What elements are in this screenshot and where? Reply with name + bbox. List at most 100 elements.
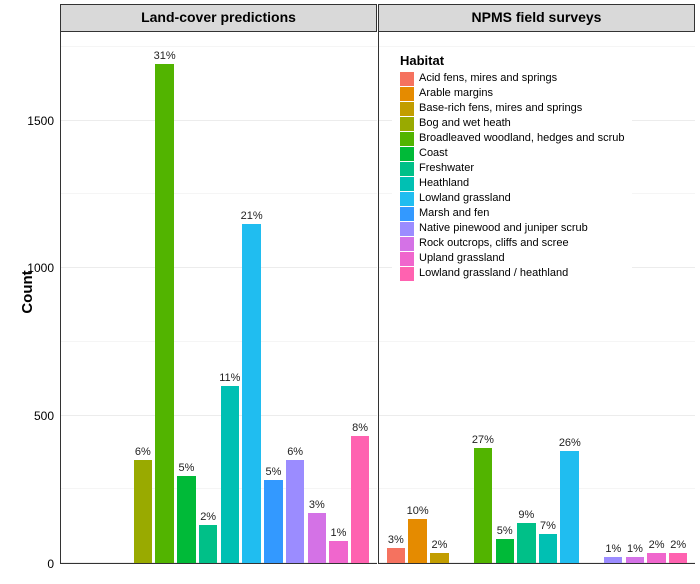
legend-label: Lowland grassland xyxy=(419,192,511,205)
legend-label: Upland grassland xyxy=(419,252,505,265)
bar xyxy=(474,448,493,563)
legend-swatch xyxy=(400,147,414,161)
bar-percent-label: 10% xyxy=(407,505,429,517)
legend-swatch xyxy=(400,87,414,101)
bar-percent-label: 6% xyxy=(287,446,303,458)
legend-item: Native pinewood and juniper scrub xyxy=(400,222,624,236)
legend-label: Native pinewood and juniper scrub xyxy=(419,222,588,235)
bar-slot xyxy=(110,32,132,563)
legend-item: Rock outcrops, cliffs and scree xyxy=(400,237,624,251)
bar-percent-label: 2% xyxy=(200,511,216,523)
legend-item: Broadleaved woodland, hedges and scrub xyxy=(400,132,624,146)
legend-item: Coast xyxy=(400,147,624,161)
bar-percent-label: 1% xyxy=(605,543,621,555)
bar xyxy=(647,553,665,563)
bar-percent-label: 1% xyxy=(627,543,643,555)
y-tick: 1500 xyxy=(27,114,54,128)
bar xyxy=(539,534,557,564)
bar-percent-label: 3% xyxy=(388,534,404,546)
bar-slot: 31% xyxy=(154,32,176,563)
bar-percent-label: 31% xyxy=(154,50,176,62)
bar xyxy=(155,64,174,563)
bar xyxy=(264,480,282,563)
bar-percent-label: 9% xyxy=(518,509,534,521)
y-tick: 0 xyxy=(47,557,54,571)
legend-swatch xyxy=(400,252,414,266)
bar-percent-label: 6% xyxy=(135,446,151,458)
bar-slot: 21% xyxy=(241,32,263,563)
bar xyxy=(242,224,261,563)
legend-label: Coast xyxy=(419,147,448,160)
legend-item: Lowland grassland xyxy=(400,192,624,206)
bar xyxy=(408,519,427,563)
bar-slot: 6% xyxy=(132,32,154,563)
legend-swatch xyxy=(400,237,414,251)
bar-percent-label: 21% xyxy=(241,210,263,222)
bar xyxy=(286,460,304,563)
bar xyxy=(387,548,405,563)
bar xyxy=(221,386,239,563)
bar xyxy=(604,557,622,563)
bar xyxy=(626,557,644,563)
legend-item: Arable margins xyxy=(400,87,624,101)
legend-swatch xyxy=(400,102,414,116)
chart-panel: Land-cover predictions6%31%5%2%11%21%5%6… xyxy=(60,4,378,564)
bar-slot: 5% xyxy=(176,32,198,563)
panel-body: 6%31%5%2%11%21%5%6%3%1%8% xyxy=(60,32,377,564)
legend-label: Bog and wet heath xyxy=(419,117,511,130)
legend-item: Freshwater xyxy=(400,162,624,176)
bar xyxy=(430,553,448,563)
bar xyxy=(134,460,152,563)
y-axis-ticks: 050010001500 xyxy=(22,32,58,564)
legend-swatch xyxy=(400,207,414,221)
legend-label: Marsh and fen xyxy=(419,207,489,220)
y-tick: 1000 xyxy=(27,261,54,275)
bar-slot: 2% xyxy=(667,32,689,563)
bar xyxy=(199,525,217,563)
bar-slot: 1% xyxy=(328,32,350,563)
panel-title: Land-cover predictions xyxy=(60,4,377,32)
legend-item: Acid fens, mires and springs xyxy=(400,72,624,86)
legend-swatch xyxy=(400,267,414,281)
legend-label: Broadleaved woodland, hedges and scrub xyxy=(419,132,624,145)
bar-slot: 6% xyxy=(284,32,306,563)
bar-percent-label: 2% xyxy=(649,539,665,551)
bar xyxy=(329,541,347,563)
bar xyxy=(177,476,195,563)
bar xyxy=(669,553,687,563)
legend-swatch xyxy=(400,177,414,191)
habitat-chart: Count 050010001500 Land-cover prediction… xyxy=(0,0,700,584)
legend-item: Bog and wet heath xyxy=(400,117,624,131)
bar-slot xyxy=(67,32,89,563)
bar-percent-label: 2% xyxy=(432,539,448,551)
y-tick: 500 xyxy=(34,409,54,423)
legend-swatch xyxy=(400,72,414,86)
legend-item: Base-rich fens, mires and springs xyxy=(400,102,624,116)
legend-item: Heathland xyxy=(400,177,624,191)
legend-swatch xyxy=(400,222,414,236)
bar-percent-label: 8% xyxy=(352,422,368,434)
legend-swatch xyxy=(400,162,414,176)
legend-label: Acid fens, mires and springs xyxy=(419,72,557,85)
legend-label: Base-rich fens, mires and springs xyxy=(419,102,582,115)
bar-percent-label: 11% xyxy=(219,372,240,384)
bar xyxy=(560,451,579,563)
panel-title: NPMS field surveys xyxy=(378,4,695,32)
bar-slot xyxy=(89,32,111,563)
bar-percent-label: 3% xyxy=(309,499,325,511)
legend-label: Freshwater xyxy=(419,162,474,175)
legend-label: Rock outcrops, cliffs and scree xyxy=(419,237,569,250)
bar-percent-label: 7% xyxy=(540,520,556,532)
legend-label: Arable margins xyxy=(419,87,493,100)
bar xyxy=(496,539,514,563)
bar xyxy=(308,513,326,563)
legend-label: Lowland grassland / heathland xyxy=(419,267,568,280)
legend-item: Marsh and fen xyxy=(400,207,624,221)
legend-swatch xyxy=(400,192,414,206)
bar-slot: 11% xyxy=(219,32,241,563)
bar-slot: 3% xyxy=(306,32,328,563)
legend-item: Upland grassland xyxy=(400,252,624,266)
legend-swatch xyxy=(400,132,414,146)
bar-percent-label: 26% xyxy=(559,437,581,449)
bar xyxy=(351,436,369,563)
